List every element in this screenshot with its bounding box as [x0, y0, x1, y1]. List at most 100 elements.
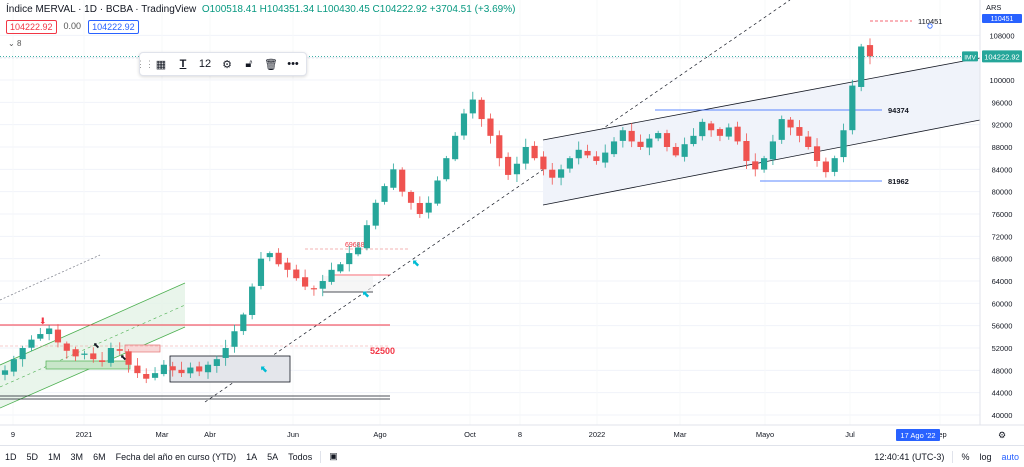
chevron-down-icon: ⌄	[8, 39, 15, 48]
candles-layer	[1, 38, 874, 384]
range-3m[interactable]: 3M	[70, 451, 84, 462]
candle-body	[716, 129, 724, 136]
date-badge	[896, 429, 940, 441]
price-chart[interactable]: 52500 69688 94374 81962 110451 IMV ⬉ ⬉ ⬉ ⬇ ⬉ ⬉ 400…	[0, 0, 1024, 445]
candle-body	[160, 364, 167, 375]
candle-body	[743, 140, 750, 161]
candle-body	[672, 146, 679, 156]
range-5d[interactable]: 5D	[26, 451, 39, 462]
candle-body	[125, 351, 132, 365]
candle-body	[381, 186, 388, 202]
candle-body	[54, 329, 62, 343]
range-todos[interactable]: Todos	[288, 451, 313, 462]
candle-body	[187, 367, 194, 374]
candle-body	[637, 141, 644, 147]
drag-handle-icon[interactable]: ⋮⋮	[136, 58, 154, 69]
x-tick-label: Jul	[845, 430, 855, 439]
candle-body	[593, 156, 600, 161]
x-tick-label: Mayo	[756, 430, 774, 439]
symbol-title[interactable]: Índice MERVAL · 1D · BCBA · TradingView	[6, 4, 197, 15]
range-6m[interactable]: 6M	[93, 451, 106, 462]
spread-value: 0.00	[63, 21, 82, 31]
x-tick-label: Mar	[156, 430, 169, 439]
label-52500: 52500	[370, 346, 395, 356]
label-69688: 69688	[345, 242, 365, 249]
candle-body	[249, 286, 256, 315]
candle-body	[310, 288, 318, 290]
candle-body	[708, 123, 715, 131]
red-arrow-icon: ⬇	[39, 316, 47, 326]
candle-body	[849, 85, 856, 131]
candle-body	[557, 169, 565, 178]
candle-body	[204, 364, 212, 373]
candle-body	[858, 46, 865, 87]
range-5a[interactable]: 5A	[267, 451, 279, 462]
y-tick-label: 108000	[989, 31, 1014, 40]
range-1a[interactable]: 1A	[246, 451, 258, 462]
ohlc-values: O100518.41 H104351.34 L100430.45 C104222…	[201, 4, 516, 15]
candle-body	[328, 269, 335, 282]
gear-icon[interactable]: ⚙	[222, 58, 232, 71]
candle-body	[478, 99, 485, 120]
candle-body	[425, 202, 432, 213]
y-tick-label: 52000	[992, 344, 1013, 353]
candle-body	[399, 169, 406, 192]
candle-body	[222, 348, 229, 358]
x-tick-label: Oct	[464, 430, 477, 439]
auto-toggle[interactable]: auto	[1001, 451, 1019, 462]
candle-body	[231, 331, 238, 347]
log-toggle[interactable]: log	[979, 451, 992, 462]
small-gray-zone	[323, 276, 373, 292]
range-1m[interactable]: 1M	[48, 451, 61, 462]
range-1d[interactable]: 1D	[5, 451, 17, 462]
text-color-icon[interactable]: T	[179, 58, 187, 70]
y-tick-label: 76000	[992, 210, 1013, 219]
trash-icon[interactable]: 🗑︎	[264, 58, 278, 71]
font-size-value[interactable]: 12	[198, 58, 212, 70]
current-price-badge	[982, 50, 1022, 63]
candle-body	[681, 144, 688, 157]
candle-body	[805, 136, 812, 147]
candle-body	[769, 141, 776, 160]
calendar-icon[interactable]: ▣	[329, 451, 338, 461]
more-icon[interactable]: •••	[287, 58, 299, 70]
candle-body	[19, 348, 26, 360]
candle-body	[407, 191, 415, 203]
candle-body	[663, 133, 671, 147]
candle-body	[434, 180, 441, 204]
label-81962: 81962	[888, 177, 909, 186]
y-tick-label: 72000	[992, 232, 1013, 241]
candle-body	[646, 138, 653, 148]
drawings-layer: 52500 69688 94374 81962 110451	[0, 0, 981, 409]
indicator-collapse[interactable]: ⌄ 8	[8, 39, 21, 48]
candle-body	[416, 202, 423, 214]
x-tick-label: 8	[518, 430, 522, 439]
range-ytd[interactable]: Fecha del año en curso (YTD)	[115, 451, 237, 462]
candle-body	[610, 141, 618, 155]
lock-icon[interactable]: 🔓︎	[245, 57, 253, 70]
candle-body	[302, 277, 309, 287]
clock-readout[interactable]: 12:40:41 (UTC-3)	[874, 451, 945, 462]
candle-body	[778, 119, 785, 140]
percent-toggle[interactable]: %	[961, 451, 970, 462]
x-tick-label: Jun	[287, 430, 299, 439]
candle-body	[134, 365, 141, 374]
trade-chips: 104222.92 0.00 104222.92	[6, 20, 139, 34]
candle-body	[293, 269, 300, 279]
candle-body	[46, 328, 53, 335]
candle-body	[655, 133, 662, 139]
buy-price-chip[interactable]: 104222.92	[88, 20, 139, 34]
time-axis: 92021MarAbrJunAgoOct82022MarMayoJulSep17…	[0, 424, 1024, 441]
x-tick-label: Ago	[373, 430, 386, 439]
y-tick-label: 56000	[992, 322, 1013, 331]
template-icon[interactable]: ▦	[155, 58, 167, 71]
label-94374: 94374	[888, 106, 910, 115]
price-axis-bg	[980, 0, 1024, 425]
candle-body	[213, 359, 220, 366]
candle-body	[266, 253, 273, 258]
candle-body	[143, 374, 150, 379]
sell-price-chip[interactable]: 104222.92	[6, 20, 57, 34]
y-tick-label: 64000	[992, 277, 1013, 286]
overlay-layer: IMV ⬉ ⬉ ⬉ ⬇ ⬉ ⬉	[0, 51, 978, 374]
